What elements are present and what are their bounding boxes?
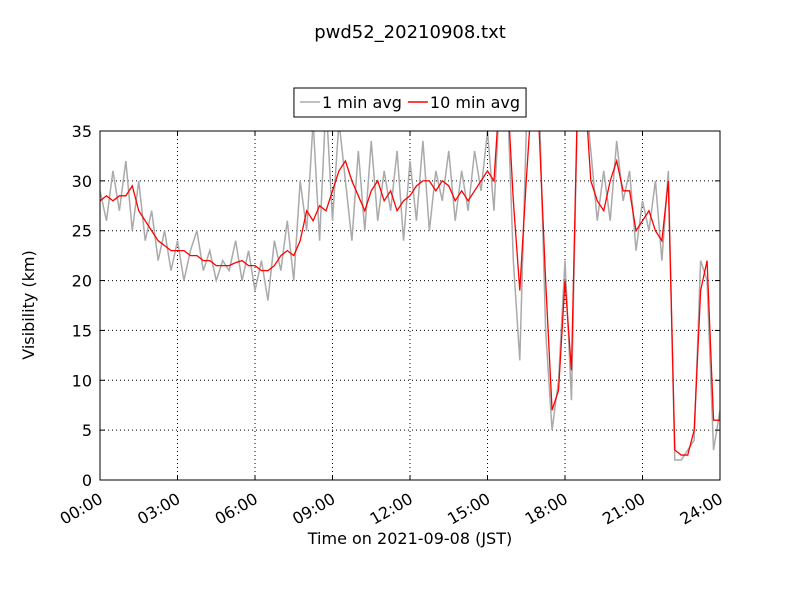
y-tick-label: 0: [82, 471, 92, 490]
y-tick-label: 35: [72, 122, 92, 141]
series-line: [100, 131, 720, 456]
y-tick-label: 15: [72, 321, 92, 340]
legend: 1 min avg 10 min avg: [293, 87, 527, 118]
y-tick-label: 30: [72, 172, 92, 191]
plot-lines: [100, 131, 720, 461]
legend-label: 10 min avg: [430, 93, 520, 112]
x-axis-label: Time on 2021-09-08 (JST): [307, 529, 512, 548]
legend-label: 1 min avg: [322, 93, 402, 112]
y-tick-label: 5: [82, 421, 92, 440]
y-tick-label: 25: [72, 222, 92, 241]
series-line: [100, 131, 720, 461]
y-tick-label: 10: [72, 371, 92, 390]
chart-title: pwd52_20210908.txt: [314, 22, 506, 43]
y-axis-label: Visibility (km): [19, 250, 38, 359]
y-tick-label: 20: [72, 272, 92, 291]
